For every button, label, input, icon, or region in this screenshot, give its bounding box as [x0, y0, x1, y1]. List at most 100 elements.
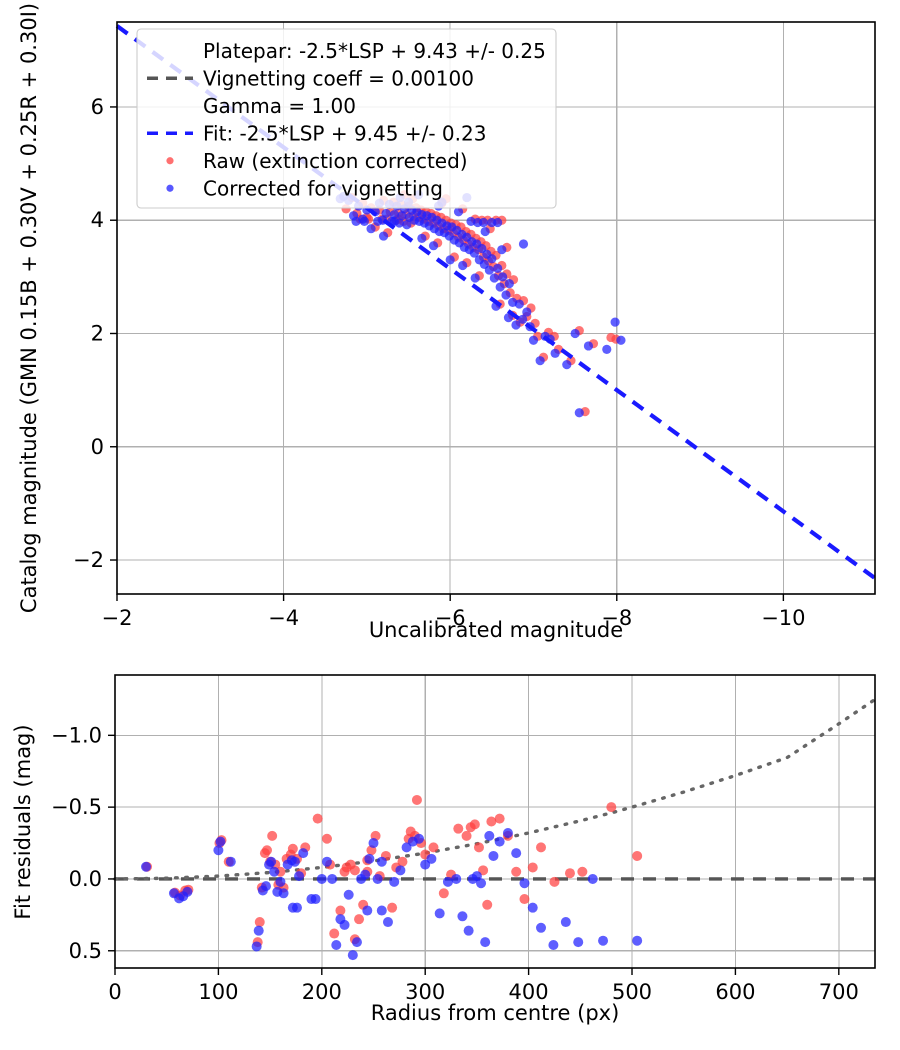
y-tick-label: 6: [91, 95, 104, 119]
residuals-y-axis-label: Fit residuals (mag): [11, 724, 35, 919]
data-point: [378, 231, 389, 241]
x-tick-label: 400: [509, 980, 549, 1004]
y-tick-label: 4: [91, 208, 104, 232]
legend-item[interactable]: Gamma = 1.00: [203, 94, 356, 118]
x-tick-label: −8: [601, 606, 632, 630]
data-point: [376, 856, 387, 867]
magnitude-x-axis-label: Uncalibrated magnitude: [369, 618, 623, 642]
legend-item[interactable]: Platepar: -2.5*LSP + 9.43 +/- 0.25: [203, 39, 546, 63]
data-point: [347, 950, 358, 961]
data-point: [368, 838, 379, 849]
data-point: [498, 272, 508, 282]
data-point: [570, 328, 580, 339]
data-point: [461, 830, 472, 841]
data-point: [610, 317, 620, 327]
magnitude-legend[interactable]: Platepar: -2.5*LSP + 9.43 +/- 0.25 Vignet…: [136, 28, 557, 209]
data-point: [366, 224, 376, 234]
data-point: [327, 873, 338, 884]
x-tick-label: 300: [405, 980, 445, 1004]
data-point: [215, 836, 226, 847]
data-point: [536, 922, 547, 933]
x-tick-label: 700: [819, 980, 859, 1004]
data-point: [511, 848, 522, 859]
data-point: [486, 816, 497, 827]
data-point: [260, 881, 271, 892]
data-point: [389, 216, 399, 226]
data-point: [426, 853, 437, 864]
y-tick-label: 0.0: [69, 867, 102, 891]
data-point: [434, 908, 445, 919]
magnitude-fit-axes: −2 −4 −6 −8 −10 −2 0 2 4 6 Uncalibrated magnitude…: [17, 3, 877, 642]
data-point: [225, 856, 236, 867]
data-point: [494, 836, 505, 847]
residuals-x-axis-label: Radius from centre (px): [371, 1001, 620, 1025]
data-point: [360, 869, 371, 880]
data-point: [632, 850, 643, 861]
data-point: [549, 876, 560, 887]
legend-item[interactable]: Raw (extinction corrected): [166, 149, 468, 173]
data-point: [428, 842, 439, 853]
legend-label: Platepar: -2.5*LSP + 9.43 +/- 0.25: [203, 39, 546, 63]
legend-dot-swatch: [166, 184, 174, 192]
data-point: [389, 876, 400, 887]
data-point: [493, 217, 503, 228]
data-point: [632, 935, 643, 946]
residuals-axes: 0 100 200 300 400 500 600 700 0.5 0.0 −0.5 −1.0 Rad…: [11, 674, 877, 1025]
data-point: [382, 917, 393, 928]
data-point: [269, 866, 280, 877]
y-tick-label: −2: [73, 548, 104, 572]
x-tick-label: 100: [198, 980, 238, 1004]
data-point: [294, 871, 305, 882]
data-point: [321, 856, 332, 867]
y-tick-label: −1.0: [51, 723, 102, 747]
legend-item[interactable]: Corrected for vignetting: [166, 176, 443, 200]
data-point: [442, 876, 453, 887]
data-point: [362, 905, 373, 916]
data-point: [495, 282, 505, 292]
data-point: [438, 888, 449, 899]
data-point: [387, 902, 398, 913]
data-point: [262, 845, 272, 856]
legend-item[interactable]: Fit: -2.5*LSP + 9.45 +/- 0.23: [147, 121, 486, 145]
data-point: [494, 813, 505, 824]
data-point: [349, 865, 360, 876]
data-point: [331, 940, 342, 951]
data-point: [253, 925, 264, 936]
data-point: [458, 260, 468, 271]
data-point: [254, 917, 265, 928]
legend-item[interactable]: Vignetting coeff = 0.00100: [147, 66, 474, 90]
data-point: [182, 886, 193, 897]
data-point: [310, 894, 321, 905]
x-tick-label: −10: [761, 606, 805, 630]
data-point: [484, 830, 495, 841]
data-point: [445, 255, 455, 265]
data-point: [287, 843, 298, 854]
data-point: [298, 848, 309, 859]
data-point: [335, 905, 346, 916]
data-point: [291, 902, 302, 913]
data-point: [519, 894, 530, 905]
data-point: [289, 856, 300, 867]
x-tick-label: 500: [612, 980, 652, 1004]
data-point: [518, 314, 528, 324]
data-point: [560, 917, 571, 928]
data-point: [339, 919, 350, 930]
data-point: [451, 873, 462, 884]
legend-label: Vignetting coeff = 0.00100: [203, 66, 474, 90]
data-point: [343, 889, 354, 900]
magnitude-axes-frame: [116, 21, 876, 595]
data-point: [577, 866, 588, 877]
data-point: [602, 344, 612, 354]
data-point: [574, 408, 584, 418]
data-point: [364, 853, 375, 864]
y-tick-label: 0: [91, 435, 104, 459]
x-tick-label: 600: [715, 980, 755, 1004]
data-point: [428, 241, 439, 251]
legend-background: [136, 28, 557, 209]
y-tick-label: 2: [91, 321, 104, 345]
data-point: [470, 273, 480, 283]
data-point: [373, 216, 383, 226]
data-point: [587, 873, 598, 884]
